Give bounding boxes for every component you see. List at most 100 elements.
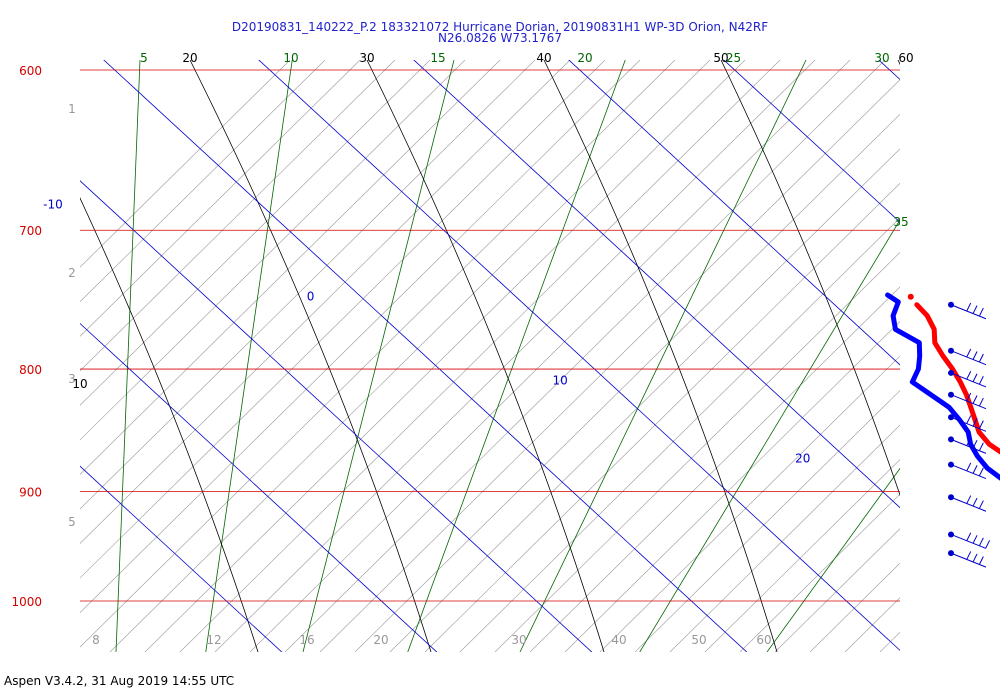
green-line-label: 35 bbox=[893, 215, 908, 229]
gray-reference-line bbox=[80, 60, 396, 372]
wind-barb-flag bbox=[978, 442, 984, 451]
gray-reference-line bbox=[634, 390, 900, 652]
green-reference-line bbox=[519, 60, 807, 652]
gray-reference-line bbox=[599, 355, 900, 652]
gray-reference-line bbox=[80, 60, 291, 268]
pressure-tick-label: 1000 bbox=[11, 595, 42, 609]
wind-barb-flag bbox=[966, 495, 972, 504]
bottom-gray-label: 40 bbox=[611, 633, 626, 647]
isotherm-line bbox=[80, 322, 438, 652]
temperature-profile-line bbox=[914, 302, 1000, 455]
green-line-label: 5 bbox=[140, 51, 148, 65]
gray-reference-line bbox=[80, 60, 431, 406]
isotherm-line bbox=[878, 60, 900, 81]
isotherm-line bbox=[258, 60, 900, 651]
isotherm-label: 0 bbox=[307, 289, 315, 303]
temperature-tick-label: 30 bbox=[359, 51, 374, 65]
chart-title: D20190831_140222_P.2 183321072 Hurricane… bbox=[231, 20, 769, 34]
gray-reference-line bbox=[80, 60, 326, 303]
green-line-label: 25 bbox=[726, 51, 741, 65]
isotherm-line bbox=[80, 465, 283, 652]
gray-reference-line bbox=[424, 182, 900, 652]
temperature-tick-label: 50 bbox=[713, 51, 728, 65]
left-gray-label: 1 bbox=[68, 102, 76, 116]
wind-barb-flag bbox=[972, 305, 978, 314]
pressure-tick-label: 700 bbox=[19, 224, 42, 238]
gray-reference-line bbox=[354, 113, 900, 652]
black-reference-curve bbox=[897, 60, 900, 66]
gray-reference-line bbox=[809, 562, 900, 652]
gray-reference-line bbox=[249, 60, 851, 652]
wind-barb-shaft bbox=[950, 438, 987, 454]
gray-reference-line bbox=[915, 60, 1000, 652]
isotherm-label: -10 bbox=[43, 198, 63, 212]
bottom-gray-label: 8 bbox=[92, 633, 100, 647]
left-black-label: 10 bbox=[72, 377, 87, 391]
bottom-gray-label: 30 bbox=[511, 633, 526, 647]
wind-barb-flag bbox=[978, 467, 984, 477]
wind-barb-flag bbox=[966, 462, 972, 472]
gray-reference-line bbox=[739, 493, 900, 652]
left-gray-label: 5 bbox=[68, 515, 76, 529]
gray-reference-line bbox=[704, 459, 900, 652]
wind-barb-flag bbox=[978, 556, 984, 565]
gray-reference-line bbox=[214, 60, 816, 652]
temperature-tick-label: 20 bbox=[182, 51, 197, 65]
green-reference-line bbox=[766, 467, 900, 652]
green-reference-line bbox=[205, 60, 293, 652]
dewpoint-profile-line bbox=[885, 292, 1000, 481]
wind-barb-flag bbox=[978, 537, 984, 547]
gray-reference-line bbox=[284, 60, 886, 652]
isotherm-label: 20 bbox=[795, 452, 810, 466]
green-line-label: 15 bbox=[430, 51, 445, 65]
gray-reference-line bbox=[109, 60, 711, 652]
gray-reference-line bbox=[80, 60, 536, 510]
gray-reference-line bbox=[80, 60, 501, 475]
gray-reference-line bbox=[389, 148, 900, 652]
gray-reference-line bbox=[80, 60, 361, 337]
isotherm-label: 10 bbox=[552, 374, 567, 388]
wind-barb-flag bbox=[972, 417, 978, 427]
wind-barb-flag bbox=[966, 302, 972, 312]
black-reference-curve bbox=[80, 197, 259, 652]
wind-barb-flag bbox=[966, 532, 972, 541]
wind-barb-flag bbox=[966, 371, 972, 380]
green-reference-line bbox=[302, 60, 455, 652]
gray-reference-line bbox=[564, 321, 900, 652]
isotherm-line bbox=[413, 60, 900, 509]
green-reference-line bbox=[639, 219, 900, 652]
gray-reference-line bbox=[80, 60, 606, 579]
wind-barb-shaft bbox=[950, 496, 987, 512]
wind-barb-flag bbox=[966, 551, 972, 560]
wind-barb-shaft bbox=[950, 552, 987, 568]
wind-barb-shaft bbox=[950, 464, 987, 480]
black-reference-curve bbox=[720, 60, 900, 497]
gray-reference-line bbox=[494, 251, 900, 652]
wind-barb-flag bbox=[972, 465, 978, 474]
left-gray-label: 3 bbox=[68, 372, 76, 386]
gray-reference-line bbox=[179, 60, 781, 652]
gray-reference-line bbox=[529, 286, 900, 652]
gray-reference-line bbox=[80, 60, 466, 441]
bottom-gray-label: 12 bbox=[206, 633, 221, 647]
green-line-label: 30 bbox=[874, 51, 889, 65]
green-line-label: 10 bbox=[283, 51, 298, 65]
isotherm-line bbox=[723, 60, 900, 223]
wind-barb-flag bbox=[978, 500, 984, 509]
wind-barb-flag bbox=[978, 376, 984, 385]
wind-barb-flag bbox=[972, 553, 978, 563]
gray-reference-line bbox=[144, 60, 746, 652]
wind-barb-shaft bbox=[950, 416, 987, 432]
gray-reference-line bbox=[319, 79, 900, 652]
wind-barb-flag bbox=[966, 348, 972, 358]
footer-version: Aspen V3.4.2, 31 Aug 2019 14:55 UTC bbox=[4, 674, 235, 688]
left-gray-label: 2 bbox=[68, 266, 76, 280]
wind-barb-flag bbox=[972, 395, 978, 404]
gray-reference-line bbox=[774, 528, 900, 652]
gray-reference-line bbox=[80, 60, 641, 613]
temperature-tick-label: 60 bbox=[898, 51, 913, 65]
wind-barb-flag bbox=[972, 351, 978, 360]
wind-barb-flag bbox=[966, 392, 972, 402]
